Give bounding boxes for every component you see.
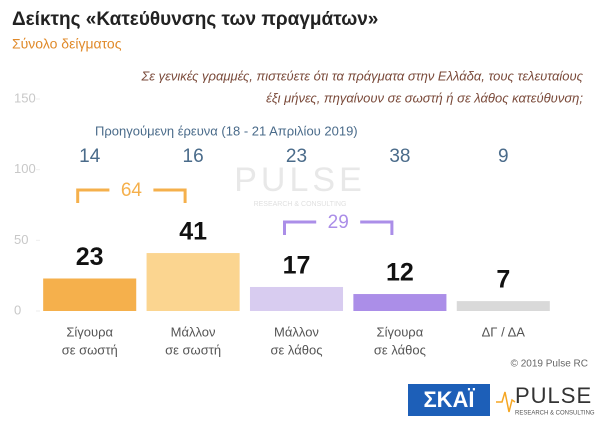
y-tick-label: 50: [14, 232, 28, 247]
y-tick-label: 150: [14, 90, 36, 105]
value-label: 7: [496, 266, 510, 294]
x-tick-label: Μάλλον: [171, 324, 216, 339]
previous-value: 23: [286, 146, 307, 167]
value-label: 12: [386, 259, 414, 287]
x-tick-label: Σίγουρα: [377, 324, 424, 339]
group-bracket: [283, 220, 394, 235]
question: έξι μήνες, πηγαίνουν σε σωστή ή σε λάθος…: [266, 90, 583, 105]
bar: [249, 286, 344, 311]
x-tick-label: σε σωστή: [62, 342, 118, 357]
previous-value: 16: [183, 146, 204, 167]
group-total: 29: [328, 212, 349, 233]
y-tick-label: 0: [14, 302, 21, 317]
previous-value: 38: [389, 146, 410, 167]
value-label: 41: [179, 218, 207, 246]
copyright: © 2019 Pulse RC: [511, 359, 588, 370]
group-bracket: [76, 188, 187, 203]
previous-value: 9: [498, 146, 509, 167]
chart-subtitle: Σύνολο δείγματος: [12, 36, 122, 52]
watermark: PULSE: [234, 161, 366, 199]
y-tick-label: 100: [14, 161, 36, 176]
x-tick-label: σε λάθος: [374, 342, 426, 357]
pulse-logo-sub: RESEARCH & CONSULTING: [515, 411, 595, 417]
question: Σε γενικές γραμμές, πιστεύετε ότι τα πρά…: [140, 68, 583, 83]
value-label: 23: [76, 243, 104, 271]
bar: [146, 253, 240, 311]
previous-value: 14: [79, 146, 101, 167]
previous-label: Προηγούμενη έρευνα (18 - 21 Απριλίου 201…: [95, 123, 358, 138]
bar: [456, 301, 550, 311]
value-label: 17: [283, 252, 311, 280]
x-tick-label: Σίγουρα: [66, 324, 113, 339]
pulse-logo-text: PULSE: [515, 383, 592, 408]
bar: [353, 294, 447, 311]
chart-title: Δείκτης «Κατεύθυνσης των πραγμάτων»: [12, 9, 378, 30]
x-tick-label: ΔΓ / ΔΑ: [482, 324, 526, 339]
skai-logo: [408, 384, 490, 416]
skai-logo-text: ΣΚΑΪ: [423, 387, 475, 412]
watermark-sub: RESEARCH & CONSULTING: [254, 201, 347, 208]
group-total: 64: [121, 180, 143, 201]
x-tick-label: σε σωστή: [165, 342, 221, 357]
pulse-logo-wave: [496, 391, 516, 413]
x-tick-label: σε λάθος: [271, 342, 323, 357]
bar: [43, 278, 137, 311]
x-tick-label: Μάλλον: [274, 324, 319, 339]
